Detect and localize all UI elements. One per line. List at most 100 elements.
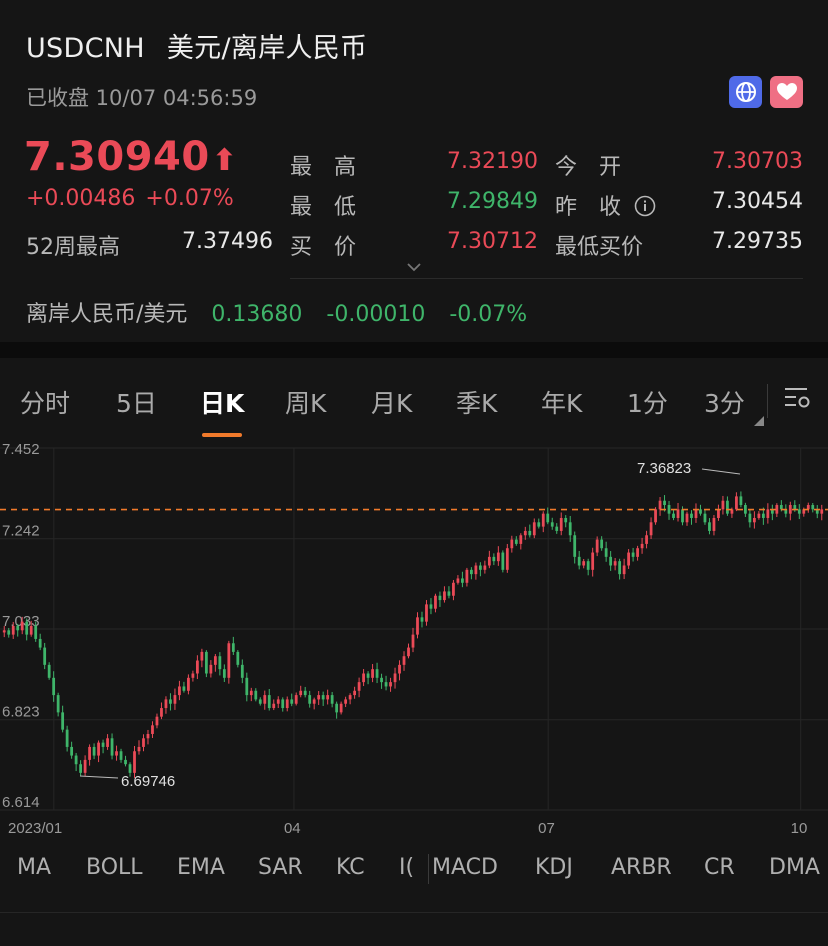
candle-body (627, 552, 630, 566)
min-bid-value: 7.29735 (712, 229, 803, 254)
candle-body (65, 729, 69, 747)
candle-body (29, 625, 33, 635)
candle-body (681, 509, 684, 523)
quote-title: USDCNH 美元/离岸人民币 (26, 26, 367, 65)
tab-monthly-k[interactable]: 月K (371, 389, 413, 418)
candle-body (209, 664, 213, 674)
heart-icon[interactable] (770, 76, 803, 108)
candle-body (218, 656, 222, 670)
indicator-ema[interactable]: EMA (177, 855, 225, 880)
candle-body (61, 712, 65, 730)
inverse-label: 离岸人民币/美元 (26, 302, 188, 327)
kline-chart[interactable]: 7.452 7.242 7.033 6.823 6.614 2023/01 04 07 10 7.… (0, 438, 828, 846)
inverse-quote[interactable]: 离岸人民币/美元 0.13680 -0.00010 -0.07% (26, 296, 527, 328)
candle-body (591, 552, 595, 570)
candle-body (510, 539, 514, 549)
indicator-cr[interactable]: CR (704, 855, 735, 880)
tab-weekly-k[interactable]: 周K (285, 389, 327, 418)
candle-body (285, 699, 289, 709)
candle-body (564, 517, 568, 523)
candle-body (739, 496, 743, 506)
section-gap (0, 342, 828, 358)
candle-body (748, 513, 752, 523)
min-bid-label: 最低买价 (555, 235, 644, 260)
candle-body (79, 764, 82, 773)
active-tab-indicator (202, 433, 242, 437)
chart-settings-icon[interactable] (782, 382, 812, 416)
candle-body (735, 496, 738, 510)
candle-body (362, 673, 365, 683)
candle-body (119, 751, 123, 760)
candle-body (663, 500, 666, 506)
candle-body (393, 673, 397, 683)
more-periods-indicator[interactable] (754, 416, 764, 426)
candle-body (348, 695, 352, 700)
tab-daily-k[interactable]: 日K (200, 389, 245, 418)
candle-body (164, 699, 168, 709)
up-arrow-icon: ⬆ (211, 143, 238, 178)
candle-body (559, 517, 563, 531)
tab-5day[interactable]: 5日 (116, 389, 157, 418)
tab-yearly-k[interactable]: 年K (541, 389, 583, 418)
instrument-name: 美元/离岸人民币 (166, 33, 368, 64)
high-annotation-label: 7.36823 (637, 460, 691, 477)
candle-body (788, 505, 792, 514)
x-tick-label: 04 (284, 820, 301, 837)
candle-body (496, 552, 500, 562)
candle-body (443, 591, 446, 601)
candle-body (779, 505, 783, 510)
high-label: 最 高 (290, 155, 357, 180)
tab-quarterly-k[interactable]: 季K (456, 389, 498, 418)
candle-body (20, 621, 24, 631)
indicator-boll[interactable]: BOLL (86, 855, 143, 880)
tab-1min[interactable]: 1分 (627, 389, 668, 418)
candle-body (532, 522, 536, 536)
candle-body (487, 556, 491, 566)
info-icon[interactable] (634, 195, 656, 217)
candle-body (784, 509, 788, 514)
candle-body (802, 509, 806, 514)
candle-body (146, 733, 150, 739)
indicator-dma[interactable]: DMA (769, 855, 820, 880)
indicator-kc[interactable]: KC (336, 855, 365, 880)
tab-intraday[interactable]: 分时 (20, 389, 71, 418)
indicator-truncated[interactable]: I( (399, 855, 415, 880)
indicator-bar: MA BOLL EMA SAR KC I( MACD KDJ ARBR CR D… (0, 846, 828, 890)
bottom-area (0, 890, 828, 946)
candle-body (586, 561, 590, 570)
candle-body (568, 522, 572, 536)
last-price-value: 7.30940 (24, 134, 210, 180)
quote-header: USDCNH 美元/离岸人民币 已收盘 10/07 04:56:59 7.3094… (0, 0, 828, 342)
chevron-down-icon[interactable] (406, 257, 422, 276)
candle-body (573, 535, 577, 557)
candle-body (389, 682, 392, 687)
candle-body (815, 509, 819, 514)
candle-body (276, 699, 280, 704)
low-value: 7.29849 (447, 189, 538, 214)
candle-body (110, 738, 114, 756)
candle-body (375, 669, 379, 678)
indicator-kdj[interactable]: KDJ (535, 855, 573, 880)
candle-body (249, 690, 253, 696)
candle-body (640, 543, 644, 549)
candle-body (672, 513, 675, 518)
y-tick-label: 7.242 (2, 523, 40, 540)
indicator-macd[interactable]: MACD (432, 855, 498, 880)
kline-chart-svg[interactable]: 7.452 7.242 7.033 6.823 6.614 2023/01 04 07 10 7.… (0, 438, 828, 846)
candle-body (811, 505, 815, 510)
indicator-arbr[interactable]: ARBR (611, 855, 672, 880)
candle-body (357, 682, 361, 691)
change-abs: +0.00486 (26, 186, 136, 211)
tab-3min[interactable]: 3分 (704, 389, 745, 418)
candle-body (505, 548, 509, 570)
candle-body (169, 699, 172, 704)
indicator-ma[interactable]: MA (17, 855, 52, 880)
prev-close-text: 昨 收 (555, 195, 622, 220)
indicator-sar[interactable]: SAR (258, 855, 303, 880)
prev-close-label: 昨 收 (555, 189, 656, 221)
candle-body (717, 509, 720, 518)
globe-icon[interactable] (729, 76, 762, 108)
x-tick-label: 10 (791, 820, 808, 837)
candle-body (752, 517, 756, 523)
candle-body (726, 500, 729, 514)
